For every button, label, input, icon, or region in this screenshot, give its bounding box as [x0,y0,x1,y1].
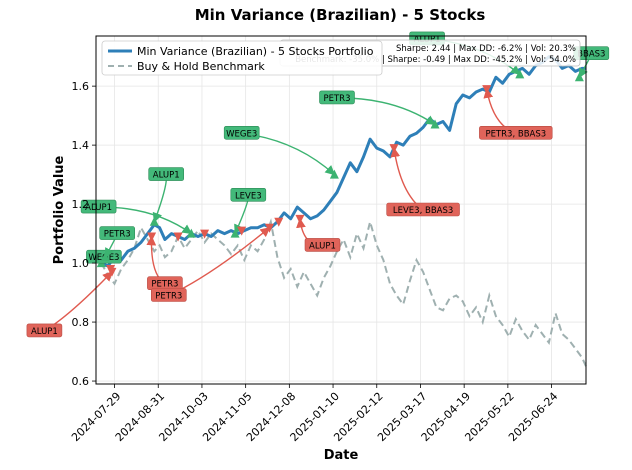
benchmark-series [100,217,587,367]
y-tick-label: 1.4 [72,139,90,152]
buy-label-box [223,126,260,140]
y-axis-title: Portfolio Value [52,155,67,264]
portfolio-line [100,55,586,268]
portfolio-series [100,55,586,268]
sell-label: LEVE3, BBAS3 [393,206,453,216]
sell-label: PETR3 [155,292,182,302]
buy-label-box [230,188,267,202]
plot-frame [95,35,587,385]
buy-label-box [319,90,355,105]
y-tick-label: 1.6 [72,80,90,93]
sell-label: ALUP1 [31,327,58,337]
legend: Min Variance (Brazilian) - 5 Stocks Port… [101,40,383,76]
sell-label: PETR3, BBAS3 [485,129,546,139]
y-tick-label: 1.0 [72,257,90,270]
y-tick-label: 1.2 [72,198,90,211]
sell-label-box [151,288,187,302]
chart-title: Min Variance (Brazilian) - 5 Stocks [195,6,486,24]
sell-label-box [386,202,460,217]
buy-label: ALUP1 [153,171,180,181]
buy-label-box [80,199,117,214]
stats-line-benchmark: Benchmark: -35.0% | Sharpe: -0.49 | Max … [295,55,576,65]
buy-label: LEVE3 [235,191,262,201]
benchmark-line [100,217,587,367]
sell-label-box [26,323,63,338]
sell-label: PETR3 [151,280,178,290]
x-axis-ticks: 2024-07-292024-08-312024-10-032024-11-05… [69,384,561,444]
trade-annotations: WEGE3PETR3ALUP1ALUP1LEVE3WEGE3PETR3ALUP1… [26,31,610,338]
sell-marker [106,264,116,274]
sell-marker [173,232,183,242]
sell-marker [200,229,210,239]
buy-label-box [148,167,184,181]
y-axis-ticks: 0.6 0.8 1.0 1.2 1.4 1.6 [72,80,96,388]
buy-label: ALUP1 [85,203,112,213]
sell-marker [274,217,284,227]
buy-label: PETR3 [104,230,131,240]
legend-label-benchmark: Buy & Hold Benchmark [137,60,265,73]
sell-label-box [304,238,341,252]
buy-label: PETR3 [323,94,350,104]
stats-line-portfolio: Sharpe: 2.44 | Max DD: -6.2% | Vol: 20.3… [396,44,576,54]
sell-marker [237,226,247,236]
buy-label-box [99,226,135,240]
buy-label: BBAS3 [577,50,605,60]
buy-label: WEGE3 [226,129,257,139]
y-tick-label: 0.8 [72,316,90,329]
y-tick-label: 0.6 [72,375,90,388]
sell-label-box [479,126,553,140]
sell-label: ALUP1 [309,241,336,251]
plot-area [96,36,586,384]
x-axis-title: Date [324,448,359,463]
legend-label-portfolio: Min Variance (Brazilian) - 5 Stocks Port… [137,45,374,58]
